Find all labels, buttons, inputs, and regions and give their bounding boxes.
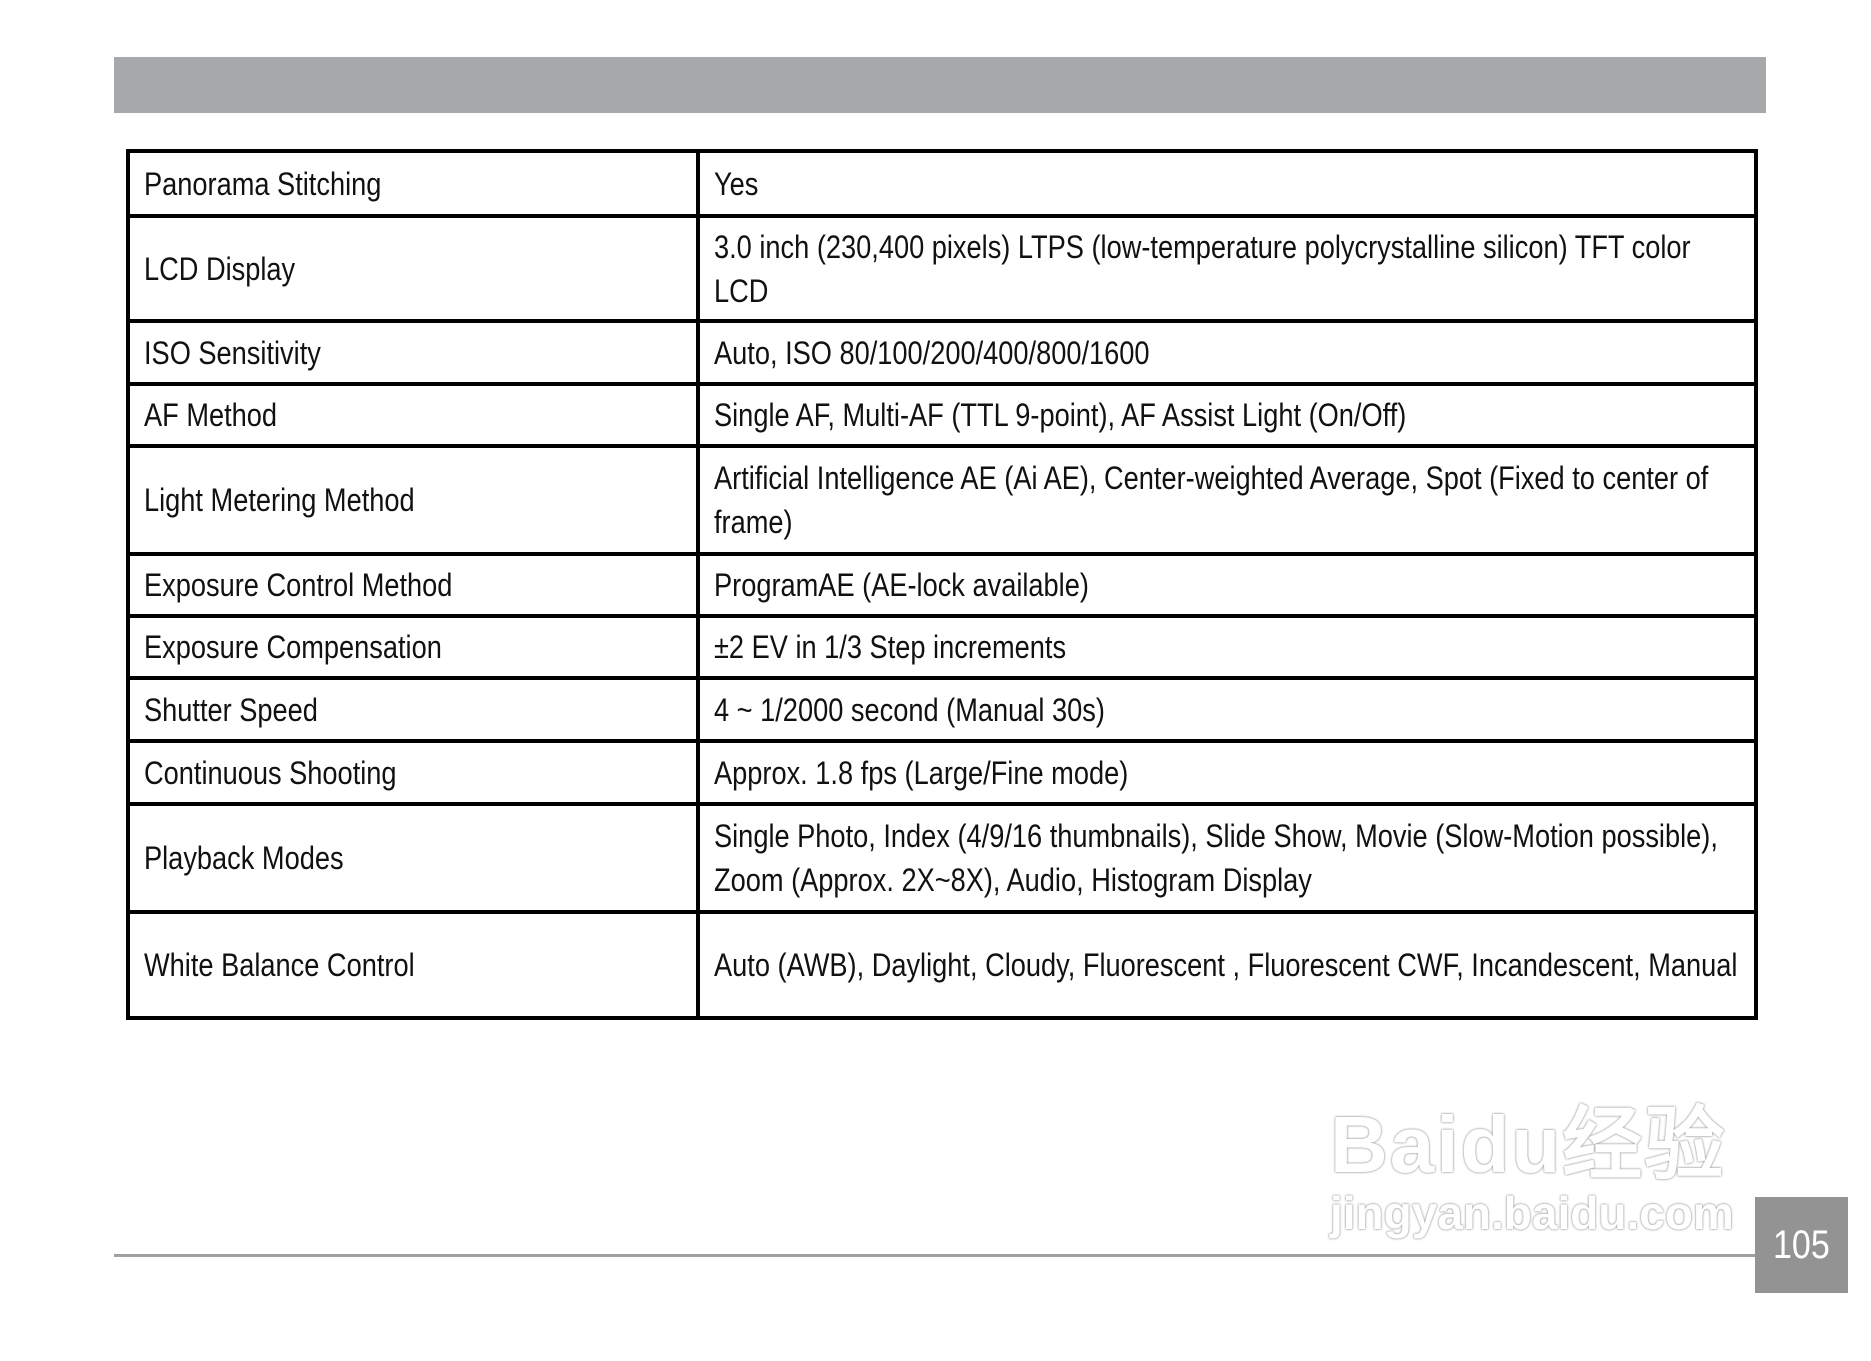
spec-value: Yes [714, 165, 759, 202]
spec-label: Shutter Speed [144, 691, 318, 728]
spec-value-cell: 3.0 inch (230,400 pixels) LTPS (low-temp… [696, 214, 1758, 323]
spec-value-cell: Artificial Intelligence AE (Ai AE), Cent… [696, 444, 1758, 556]
spec-label: ISO Sensitivity [144, 334, 321, 371]
spec-value: Single Photo, Index (4/9/16 thumbnails),… [714, 818, 1718, 898]
spec-value-cell: 4 ~ 1/2000 second (Manual 30s) [696, 676, 1758, 743]
spec-row: Exposure Control Method ProgramAE (AE-loc… [126, 552, 1758, 618]
spec-value-cell: ProgramAE (AE-lock available) [696, 552, 1758, 618]
spec-row: AF Method Single AF, Multi-AF (TTL 9-poin… [126, 382, 1758, 448]
spec-row: LCD Display 3.0 inch (230,400 pixels) LTP… [126, 214, 1758, 323]
spec-label-cell: LCD Display [126, 214, 700, 323]
spec-label-cell: ISO Sensitivity [126, 319, 700, 386]
spec-label: Exposure Compensation [144, 629, 442, 665]
footer-divider [114, 1254, 1755, 1257]
spec-label: Panorama Stitching [144, 165, 382, 202]
page-number: 105 [1773, 1222, 1830, 1267]
spec-value-cell: ±2 EV in 1/3 Step increments [696, 614, 1758, 680]
spec-label: LCD Display [144, 250, 296, 287]
spec-value-cell: Approx. 1.8 fps (Large/Fine mode) [696, 739, 1758, 806]
spec-value-cell: Single Photo, Index (4/9/16 thumbnails),… [696, 802, 1758, 914]
spec-value: ProgramAE (AE-lock available) [714, 567, 1089, 603]
header-bar [114, 57, 1766, 113]
spec-row: Light Metering Method Artificial Intellig… [126, 444, 1758, 556]
spec-row: White Balance Control Auto (AWB), Dayligh… [126, 910, 1758, 1020]
spec-value: Auto (AWB), Daylight, Cloudy, Fluorescen… [714, 947, 1738, 983]
spec-value: Approx. 1.8 fps (Large/Fine mode) [714, 754, 1129, 791]
spec-label-cell: White Balance Control [126, 910, 700, 1020]
spec-label-cell: Exposure Control Method [126, 552, 700, 618]
spec-row: Panorama Stitching Yes [126, 149, 1758, 218]
spec-row: Continuous Shooting Approx. 1.8 fps (Larg… [126, 739, 1758, 806]
spec-label-cell: Light Metering Method [126, 444, 700, 556]
watermark-url: jingyan.baidu.com [1330, 1187, 1734, 1239]
spec-value: Artificial Intelligence AE (Ai AE), Cent… [714, 460, 1709, 540]
spec-label-cell: AF Method [126, 382, 700, 448]
spec-value: 3.0 inch (230,400 pixels) LTPS (low-temp… [714, 228, 1691, 309]
spec-label-cell: Continuous Shooting [126, 739, 700, 806]
spec-table: Panorama Stitching Yes LCD Display 3.0 inch… [126, 149, 1758, 1020]
spec-label-cell: Exposure Compensation [126, 614, 700, 680]
spec-row: Shutter Speed 4 ~ 1/2000 second (Manual 3… [126, 676, 1758, 743]
spec-value: Auto, ISO 80/100/200/400/800/1600 [714, 334, 1150, 371]
spec-row: Exposure Compensation ±2 EV in 1/3 Step i… [126, 614, 1758, 680]
spec-value-cell: Yes [696, 149, 1758, 218]
spec-label: Playback Modes [144, 840, 344, 876]
spec-value-cell: Auto, ISO 80/100/200/400/800/1600 [696, 319, 1758, 386]
spec-value: Single AF, Multi-AF (TTL 9-point), AF As… [714, 397, 1407, 433]
watermark-brand: Baidu经验 [1330, 1100, 1727, 1189]
page-number-box: 105 [1755, 1197, 1848, 1293]
spec-value: 4 ~ 1/2000 second (Manual 30s) [714, 691, 1105, 728]
spec-label-cell: Shutter Speed [126, 676, 700, 743]
spec-label-cell: Playback Modes [126, 802, 700, 914]
spec-value: ±2 EV in 1/3 Step increments [714, 629, 1067, 665]
spec-label: Exposure Control Method [144, 567, 453, 603]
spec-label: AF Method [144, 397, 278, 433]
spec-label: Light Metering Method [144, 482, 415, 518]
baidu-watermark: Baidu经验 jingyan.baidu.com [1330, 1080, 1734, 1240]
spec-value-cell: Single AF, Multi-AF (TTL 9-point), AF As… [696, 382, 1758, 448]
spec-value-cell: Auto (AWB), Daylight, Cloudy, Fluorescen… [696, 910, 1758, 1020]
spec-label: White Balance Control [144, 947, 415, 983]
spec-label-cell: Panorama Stitching [126, 149, 700, 218]
spec-row: Playback Modes Single Photo, Index (4/9/1… [126, 802, 1758, 914]
spec-label: Continuous Shooting [144, 754, 397, 791]
spec-row: ISO Sensitivity Auto, ISO 80/100/200/400/… [126, 319, 1758, 386]
